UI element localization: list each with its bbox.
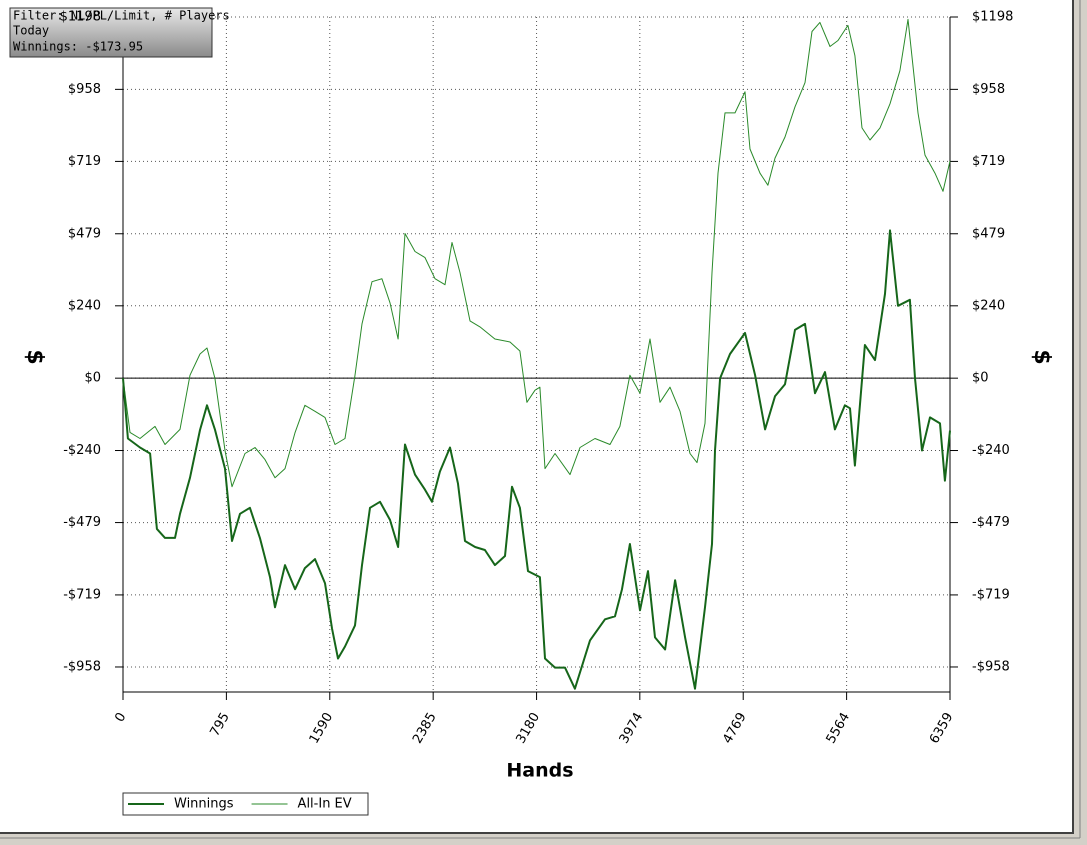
legend-label: Winnings bbox=[174, 797, 234, 812]
y-axis-title: $ bbox=[22, 349, 47, 364]
x-tick-label: 795 bbox=[207, 710, 232, 739]
y2-tick-label: -$719 bbox=[972, 587, 1010, 602]
info-box bbox=[9, 7, 213, 58]
y2-axis-title: $ bbox=[1029, 349, 1054, 364]
info-line: Today bbox=[13, 24, 49, 38]
x-tick-label: 3180 bbox=[514, 710, 544, 746]
y-tick-label: -$240 bbox=[63, 443, 101, 458]
info-line: Filter: NL/PL/Limit, # Players bbox=[13, 9, 230, 23]
y2-tick-label: -$479 bbox=[972, 515, 1010, 530]
y2-tick-label: $479 bbox=[972, 226, 1005, 241]
x-tick-label: 0 bbox=[112, 710, 129, 725]
info-line: Winnings: -$173.95 bbox=[13, 40, 143, 54]
y2-tick-label: -$958 bbox=[972, 659, 1010, 674]
y2-tick-label: $719 bbox=[972, 154, 1005, 169]
series-line bbox=[122, 18, 951, 488]
y-tick-label: $240 bbox=[68, 298, 101, 313]
y-tick-label: -$479 bbox=[63, 515, 101, 530]
x-tick-label: 1590 bbox=[307, 710, 337, 746]
legend-label: All-In EV bbox=[298, 797, 352, 812]
x-tick-label: 4769 bbox=[720, 710, 750, 746]
plot-area bbox=[115, 16, 958, 700]
y-tick-label: $958 bbox=[68, 82, 101, 97]
y-tick-label: $719 bbox=[68, 154, 101, 169]
y-tick-label: -$958 bbox=[63, 659, 101, 674]
y2-tick-label: $1198 bbox=[972, 10, 1013, 25]
y2-tick-label: $0 bbox=[972, 371, 989, 386]
y2-tick-label: -$240 bbox=[972, 443, 1010, 458]
y2-tick-label: $240 bbox=[972, 298, 1005, 313]
y-tick-label: $479 bbox=[68, 226, 101, 241]
legend-items: Winnings All-In EV bbox=[128, 797, 352, 812]
y2-tick-label: $958 bbox=[972, 82, 1005, 97]
series-line bbox=[122, 229, 951, 690]
y-tick-label: $1198 bbox=[60, 10, 101, 25]
x-tick-label: 6359 bbox=[927, 710, 957, 746]
x-tick-label: 2385 bbox=[410, 710, 440, 746]
x-tick-label: 3974 bbox=[617, 710, 647, 746]
y-tick-label: $0 bbox=[84, 371, 101, 386]
legend bbox=[122, 792, 369, 816]
x-tick-label: 5564 bbox=[824, 710, 854, 746]
x-axis-title: Hands bbox=[506, 760, 573, 782]
y-tick-label: -$719 bbox=[63, 587, 101, 602]
